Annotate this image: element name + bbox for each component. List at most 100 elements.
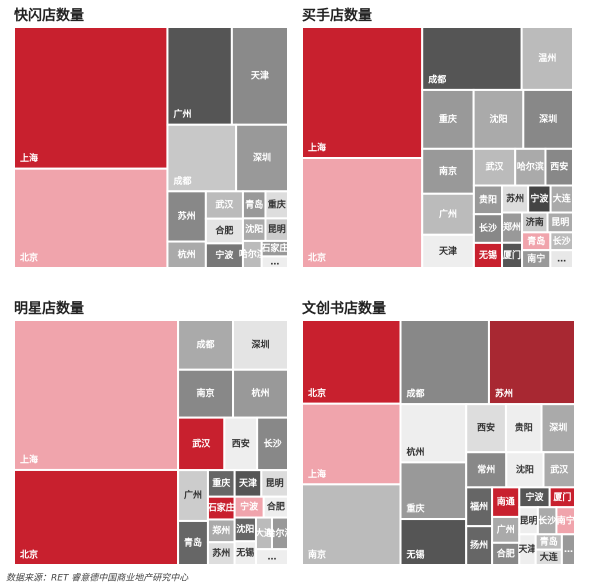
- treemap-cell: [260, 255, 289, 269]
- treemap-cell: [560, 533, 577, 566]
- cell-label: 无锡: [478, 249, 497, 261]
- panel-title: 文创书店数量: [302, 300, 386, 317]
- cell-label: 深圳: [549, 422, 567, 434]
- cell-label: 上海: [20, 453, 38, 465]
- cell-label: 成都: [428, 73, 446, 85]
- cell-label: 南通: [497, 496, 515, 508]
- treemap-cell: [399, 518, 468, 566]
- cell-label: 广州: [439, 208, 457, 220]
- treemap-cell: [13, 26, 169, 170]
- treemap-cell: [177, 319, 235, 371]
- cell-label: 青岛: [540, 535, 558, 547]
- cell-label: 北京: [20, 252, 38, 264]
- cell-label: 昆明: [520, 515, 538, 526]
- cell-label: 深圳: [252, 338, 270, 350]
- treemap-cell: [13, 167, 169, 269]
- treemap-cell: [421, 233, 475, 270]
- cell-label: 深圳: [253, 152, 271, 164]
- treemap-cell: [491, 515, 521, 544]
- treemap-cell: [421, 147, 475, 195]
- cell-label: 长沙: [264, 437, 282, 449]
- cell-label: …: [564, 545, 573, 555]
- cell-label: 武汉: [192, 437, 211, 449]
- cell-label: 南宁: [557, 514, 575, 526]
- cell-label: 哈尔滨: [517, 161, 544, 173]
- cell-label: 重庆: [212, 477, 230, 489]
- cell-label: 石家庄: [260, 242, 288, 254]
- cell-label: 苏州: [178, 210, 196, 222]
- cell-label: 苏州: [506, 193, 524, 205]
- treemap-cell: [399, 319, 490, 406]
- treemap-cell: [540, 403, 577, 454]
- cell-label: 重庆: [439, 113, 457, 125]
- treemap-cell: [421, 26, 523, 91]
- cell-label: 长沙: [553, 235, 571, 247]
- source-note: 数据来源：RET 睿意德中国商业地产研究中心: [6, 573, 189, 584]
- cell-label: 郑州: [503, 221, 521, 233]
- cell-label: 昆明: [551, 217, 569, 228]
- treemap-cell: [472, 88, 525, 150]
- treemap-cell: [254, 548, 289, 567]
- cell-label: 苏州: [495, 388, 513, 400]
- cell-label: 宁波: [525, 491, 544, 503]
- cell-label: 北京: [20, 549, 38, 561]
- cell-label: 宁波: [215, 249, 234, 261]
- treemap-cell: [260, 469, 289, 498]
- cell-label: 合肥: [215, 225, 233, 237]
- cell-label: 昆明: [266, 478, 284, 489]
- panel-title: 明星店数量: [14, 300, 84, 317]
- cell-label: 南宁: [527, 253, 545, 265]
- cell-label: 上海: [20, 152, 38, 164]
- cell-label: 沈阳: [516, 463, 534, 475]
- treemap-cell: [204, 242, 244, 270]
- cell-label: 贵阳: [479, 193, 497, 205]
- cell-label: 宁波: [240, 501, 259, 513]
- cell-label: 广州: [184, 489, 202, 501]
- cell-label: 厦门: [553, 491, 571, 503]
- cell-label: 合肥: [497, 547, 515, 559]
- cell-label: 哈尔滨: [266, 527, 293, 539]
- cell-label: 广州: [173, 108, 191, 120]
- treemap-cell: [549, 249, 575, 270]
- cell-label: 青岛: [184, 536, 202, 548]
- treemap-cell: [301, 483, 402, 566]
- treemap-cell: [522, 88, 574, 150]
- cell-label: 青岛: [245, 198, 263, 210]
- cell-label: 广州: [497, 523, 515, 535]
- treemap-cell: [177, 368, 235, 419]
- treemap-cell: [421, 88, 475, 150]
- treemap-cell: [520, 26, 575, 91]
- treemap-cell: [301, 26, 424, 159]
- cell-label: 杭州: [407, 446, 425, 458]
- treemap-cell: [13, 468, 180, 566]
- cell-label: 长沙: [479, 222, 497, 234]
- cell-label: …: [557, 255, 566, 265]
- cell-label: 天津: [251, 69, 269, 81]
- cell-label: 郑州: [212, 524, 230, 536]
- cell-label: 石家庄: [207, 502, 235, 514]
- cell-label: 沈阳: [489, 113, 507, 125]
- cell-label: 大连: [255, 527, 274, 539]
- cell-label: 济南: [526, 216, 544, 228]
- cell-label: 重庆: [268, 198, 286, 210]
- treemap-cell: [301, 156, 424, 270]
- cell-label: 大连: [540, 551, 559, 563]
- panel-title: 快闪店数量: [14, 7, 84, 24]
- cell-label: 苏州: [212, 547, 230, 559]
- cell-label: 杭州: [178, 248, 196, 260]
- cell-label: 西安: [477, 422, 495, 434]
- cell-label: 成都: [173, 175, 191, 187]
- treemap-cell: [256, 416, 289, 472]
- cell-label: 西安: [232, 437, 250, 449]
- cell-label: 温州: [538, 52, 556, 64]
- treemap-cell: [232, 319, 289, 371]
- cell-label: 杭州: [252, 387, 270, 399]
- cell-label: 合肥: [267, 501, 285, 513]
- cell-label: 天津: [239, 477, 257, 489]
- cell-label: 上海: [308, 468, 326, 480]
- treemap-cell: [301, 319, 402, 405]
- cell-label: 武汉: [215, 199, 234, 211]
- cell-label: 成都: [197, 338, 215, 350]
